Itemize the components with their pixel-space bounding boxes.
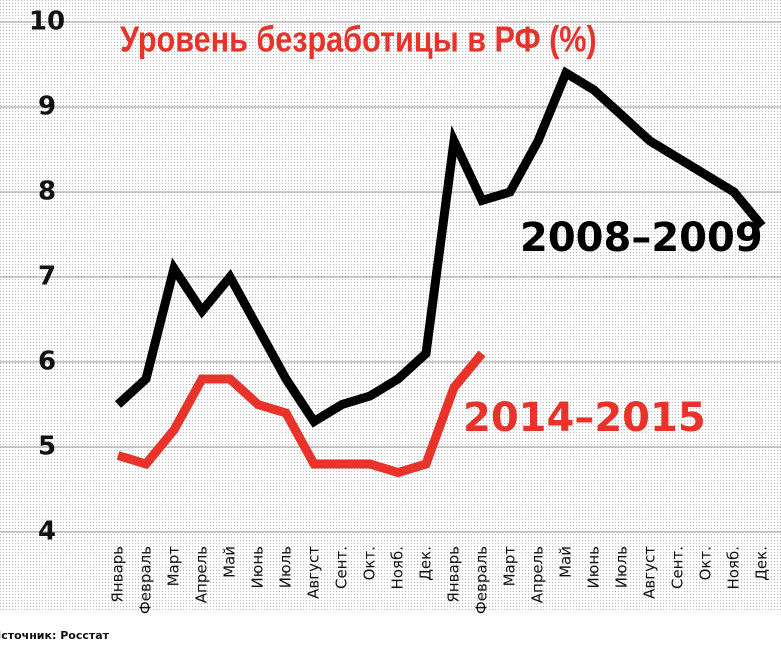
line-series: [116, 350, 486, 478]
source: Источник: Росстат: [0, 629, 110, 642]
chart-title: Уровень безработицы в РФ (%): [120, 20, 597, 60]
x-tick-label: Нояб.: [725, 546, 743, 590]
line-series: [114, 66, 766, 428]
x-tick-label: Окт.: [361, 546, 379, 580]
series-label: 2008–2009: [520, 215, 763, 261]
x-tick-label: Май: [221, 546, 239, 578]
x-tick-label: Август: [305, 546, 323, 599]
y-tick-label: 7: [38, 262, 56, 292]
y-tick-label: 8: [38, 177, 56, 207]
x-tick-label: Февраль: [137, 546, 155, 614]
x-tick-label: Май: [557, 546, 575, 578]
x-tick-label: Сент.: [669, 546, 687, 589]
background: [0, 0, 781, 612]
x-tick-label: Январь: [109, 546, 127, 603]
x-tick-label: Январь: [445, 546, 463, 603]
series-label: 2014–2015: [463, 395, 706, 441]
y-tick-label: 9: [38, 92, 56, 122]
x-tick-label: Июль: [277, 546, 295, 588]
x-tick-label: Апрель: [193, 546, 211, 603]
x-tick-label: Февраль: [473, 546, 491, 614]
x-tick-label: Дек.: [417, 546, 435, 581]
x-tick-label: Июнь: [249, 546, 267, 589]
x-tick-label: Дек.: [753, 546, 771, 581]
x-tick-label: Июнь: [585, 546, 603, 589]
x-tick-label: Март: [165, 546, 183, 587]
y-tick-label: 5: [38, 432, 56, 462]
x-tick-label: Март: [501, 546, 519, 587]
x-tick-label: Сент.: [333, 546, 351, 589]
y-tick-label: 4: [38, 517, 56, 547]
y-tick-label: 10: [29, 7, 65, 37]
x-tick-label: Нояб.: [389, 546, 407, 590]
x-tick-label: Окт.: [697, 546, 715, 580]
x-tick-label: Апрель: [529, 546, 547, 603]
x-tick-label: Август: [641, 546, 659, 599]
y-tick-label: 6: [38, 347, 56, 377]
x-tick-label: Июль: [613, 546, 631, 588]
